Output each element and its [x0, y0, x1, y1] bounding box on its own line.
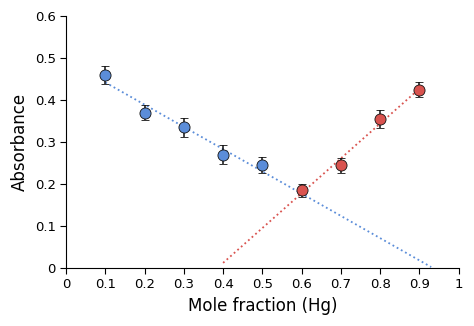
Y-axis label: Absorbance: Absorbance [11, 93, 29, 191]
X-axis label: Mole fraction (Hg): Mole fraction (Hg) [188, 297, 337, 315]
